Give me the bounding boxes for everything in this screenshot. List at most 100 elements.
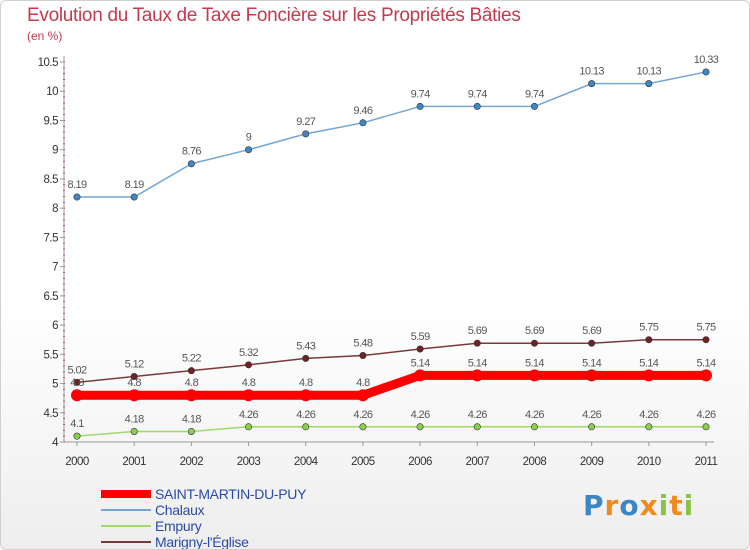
data-point	[642, 369, 655, 382]
x-tick-label: 2000	[65, 456, 89, 468]
data-label: 4.8	[185, 377, 199, 389]
x-tick-label: 2003	[237, 456, 261, 468]
series-line	[77, 71, 707, 198]
series-line	[76, 426, 706, 437]
data-point	[645, 423, 653, 431]
data-label: 4.26	[353, 409, 372, 421]
data-point	[645, 80, 653, 88]
axes: 4 4.5 5 5.5 6 6.5 7 7.5 8 8.5 9 9.5 10 10.5 2000 2001 20…	[38, 56, 718, 468]
proxiti-logo: Proxiti	[583, 489, 694, 522]
data-label: 8.19	[67, 179, 86, 191]
legend-label: Empury	[155, 518, 202, 534]
data-point	[185, 389, 198, 402]
data-point	[588, 80, 596, 88]
logo-letter: o	[619, 489, 640, 522]
data-label: 4.26	[411, 409, 430, 421]
data-label: 5.75	[696, 322, 715, 334]
data-label: 10.13	[579, 66, 604, 78]
data-label: 5.14	[525, 357, 544, 369]
data-label: 5.69	[468, 325, 487, 337]
data-point	[702, 336, 710, 344]
data-point	[473, 339, 481, 347]
data-label: 5.14	[582, 357, 601, 369]
x-tick-label: 2006	[408, 456, 432, 468]
data-point	[187, 367, 195, 375]
logo-letter: i	[683, 489, 695, 522]
legend-swatch	[101, 490, 151, 498]
data-point	[588, 423, 596, 431]
series-line	[76, 338, 706, 384]
data-point	[585, 369, 598, 382]
x-tick-label: 2010	[637, 456, 661, 468]
y-tick-label: 9.5	[44, 115, 59, 127]
legend-label: Chalaux	[155, 502, 205, 518]
data-label: 4.18	[125, 413, 144, 425]
data-point	[302, 423, 310, 431]
data-label: 9	[246, 132, 252, 144]
logo-letter: x	[639, 489, 659, 522]
data-point	[473, 102, 481, 110]
data-point	[242, 389, 255, 402]
x-tick-label: 2004	[294, 456, 319, 468]
data-point	[73, 193, 81, 201]
data-label: 5.69	[525, 325, 544, 337]
y-tick-label: 4.5	[44, 408, 59, 420]
data-point	[128, 389, 141, 402]
legend-swatch	[101, 509, 151, 511]
series-line	[77, 370, 706, 400]
y-tick-label: 5.5	[44, 349, 59, 361]
data-label: 9.46	[353, 105, 372, 117]
y-tick-label: 6	[52, 320, 58, 332]
data-label: 9.27	[296, 116, 315, 128]
data-point	[73, 432, 81, 440]
data-point	[700, 369, 712, 382]
data-label: 4.8	[299, 377, 313, 389]
data-label: 5.22	[182, 353, 201, 365]
data-label: 5.14	[468, 357, 487, 369]
data-label: 4.26	[582, 409, 601, 421]
data-label: 4.26	[525, 409, 544, 421]
data-point	[471, 369, 484, 382]
data-label: 4.26	[239, 409, 258, 421]
y-tick-label: 7	[52, 262, 58, 274]
data-label: 5.14	[639, 357, 658, 369]
legend-swatch	[101, 541, 151, 543]
y-tick-label: 7.5	[44, 232, 59, 244]
y-tick-label: 10.5	[38, 57, 58, 69]
data-point	[71, 389, 83, 402]
data-label: 4.26	[639, 409, 658, 421]
data-point	[530, 339, 538, 347]
y-tick-label: 8	[52, 203, 58, 215]
data-label: 10.13	[637, 66, 662, 78]
series-3: 5.02 5.12 5.22 5.32 5.43 5.48 5.59 5.69 5.69 5.69…	[67, 322, 717, 386]
data-point	[130, 427, 138, 435]
data-point	[359, 423, 367, 431]
data-label: 5.75	[639, 322, 658, 334]
y-axis-unit-label: (en %)	[27, 29, 63, 43]
data-label: 10.33	[694, 54, 719, 66]
data-point	[299, 389, 312, 402]
data-label: 8.19	[125, 179, 144, 191]
chart-title: Evolution du Taux de Taxe Foncière sur l…	[27, 5, 521, 26]
data-label: 9.74	[525, 88, 544, 100]
data-point	[356, 389, 369, 402]
data-label: 4.26	[696, 409, 715, 421]
data-label: 5.12	[125, 359, 144, 371]
data-point	[187, 160, 195, 168]
y-tick-label: 4	[52, 437, 59, 449]
plot-area: 8.19 8.19 8.76 9 9.27 9.46 9.74 9.74 9.74 10.13 10…	[67, 54, 719, 440]
y-tick-label: 8.5	[44, 174, 59, 186]
data-point	[645, 336, 653, 344]
data-label: 5.59	[411, 331, 430, 343]
x-tick-label: 2002	[180, 456, 204, 468]
logo-letter: t	[669, 489, 684, 522]
series-0: 4.8 4.8 4.8 4.8 4.8 4.8 5.14 5.14 5.14 5.14 5.14 5.…	[70, 357, 717, 402]
data-point	[702, 68, 710, 76]
x-tick-label: 2005	[351, 456, 375, 468]
data-point	[187, 427, 195, 435]
data-label: 8.76	[182, 146, 201, 158]
legend-label: Marigny-l'Église	[155, 534, 249, 550]
data-label: 4.8	[242, 377, 256, 389]
